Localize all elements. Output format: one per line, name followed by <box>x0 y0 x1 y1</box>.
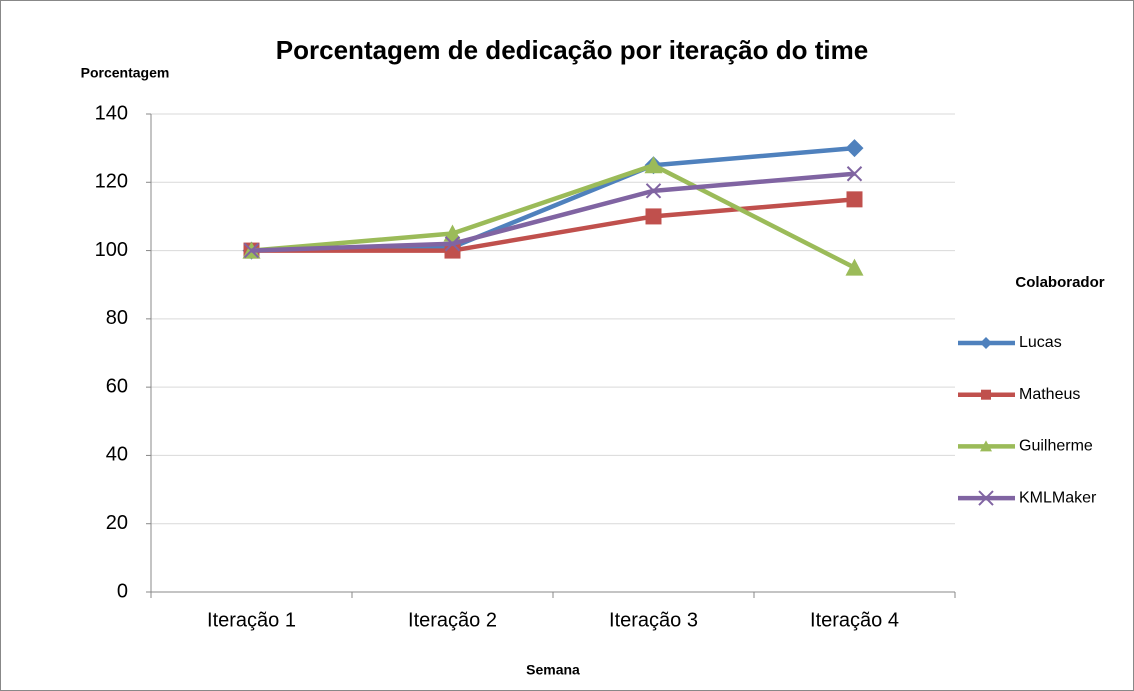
marker <box>845 258 864 276</box>
marker <box>846 191 863 208</box>
x-axis-label: Semana <box>526 662 580 678</box>
y-tick-label: 140 <box>95 102 128 124</box>
series-line <box>251 162 856 270</box>
marker <box>846 166 863 182</box>
marker <box>845 139 864 158</box>
legend-label: Guilherme <box>1019 438 1093 455</box>
marker <box>645 208 662 225</box>
legend-label: Matheus <box>1019 386 1080 403</box>
marker <box>980 337 992 349</box>
y-tick-label: 60 <box>106 375 128 397</box>
marker <box>978 490 994 506</box>
marker <box>644 156 663 174</box>
legend-label: Lucas <box>1019 334 1062 351</box>
marker <box>645 183 662 199</box>
x-tick-label: Iteração 3 <box>609 609 698 631</box>
y-tick-label: 20 <box>106 512 128 534</box>
marker <box>443 224 462 242</box>
x-tick-label: Iteração 4 <box>810 609 899 631</box>
y-tick-label: 40 <box>106 444 128 466</box>
x-tick-label: Iteração 1 <box>207 609 296 631</box>
legend-label: KMLMaker <box>1019 489 1097 506</box>
y-tick-label: 0 <box>117 580 128 602</box>
legend-title: Colaborador <box>1015 274 1104 291</box>
x-tick-label: Iteração 2 <box>408 609 497 631</box>
marker <box>980 440 992 452</box>
y-tick-label: 100 <box>95 239 128 261</box>
marker <box>243 242 260 259</box>
series-line <box>251 171 855 253</box>
y-tick-label: 80 <box>106 307 128 329</box>
marker <box>444 236 461 252</box>
series-line <box>251 197 855 253</box>
y-axis-label: Porcentagem <box>81 65 170 81</box>
chart-title: Porcentagem de dedicação por iteração do… <box>276 35 868 65</box>
marker <box>981 389 991 400</box>
y-tick-label: 120 <box>95 171 128 193</box>
